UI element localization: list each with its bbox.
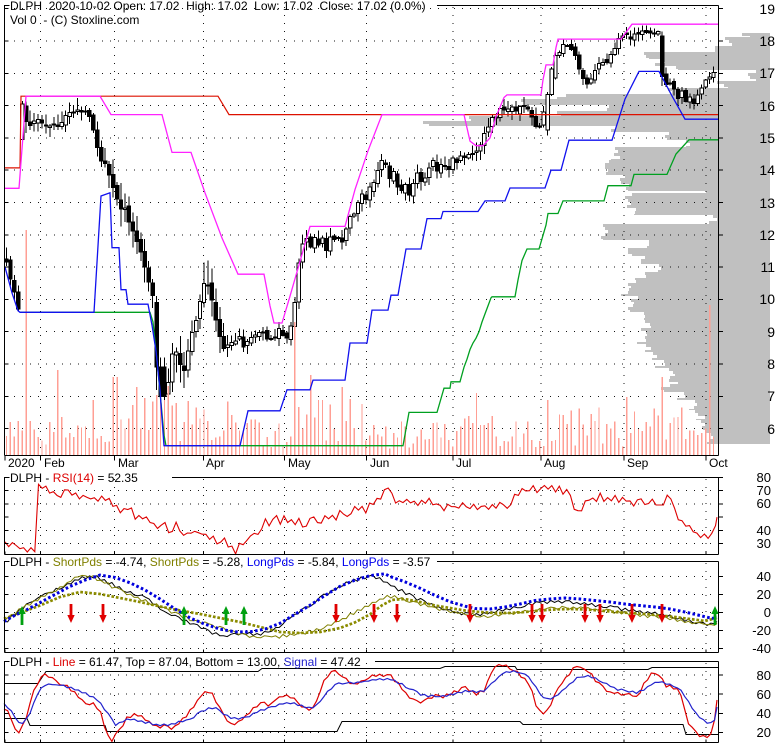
svg-text:Jun: Jun xyxy=(370,456,389,470)
svg-text:7: 7 xyxy=(767,388,775,404)
svg-text:80: 80 xyxy=(757,470,771,485)
svg-text:13: 13 xyxy=(759,195,775,211)
svg-text:DLPH 2020-10-02 Open: 17.02: DLPH 2020-10-02 Open: 17.02 High: 17.02 … xyxy=(10,0,426,13)
svg-text:19: 19 xyxy=(759,1,775,17)
svg-text:20: 20 xyxy=(757,725,771,740)
svg-text:Vol 0 - (C) Stoxline.com: Vol 0 - (C) Stoxline.com xyxy=(10,13,139,27)
svg-text:30: 30 xyxy=(757,536,771,551)
svg-text:Feb: Feb xyxy=(44,456,65,470)
svg-text:11: 11 xyxy=(760,259,775,275)
svg-text:40: 40 xyxy=(757,523,771,538)
svg-text:DLPH - Line = 61.47, Top = 87.: DLPH - Line = 61.47, Top = 87.04, Bottom… xyxy=(10,655,361,669)
svg-text:Aug: Aug xyxy=(544,456,565,470)
svg-text:Apr: Apr xyxy=(206,456,225,470)
svg-text:40: 40 xyxy=(757,706,771,721)
svg-text:60: 60 xyxy=(757,687,771,702)
svg-text:18: 18 xyxy=(759,33,775,49)
svg-text:Sep: Sep xyxy=(627,456,649,470)
svg-text:16: 16 xyxy=(759,98,775,114)
svg-text:DLPH - ShortPds = -4.74, Short: DLPH - ShortPds = -4.74, ShortPds = -5.2… xyxy=(10,555,431,569)
svg-text:May: May xyxy=(288,456,311,470)
svg-text:-40: -40 xyxy=(752,641,771,656)
svg-text:Jul: Jul xyxy=(456,456,471,470)
svg-text:-20: -20 xyxy=(752,623,771,638)
svg-text:Oct: Oct xyxy=(709,456,728,470)
svg-text:70: 70 xyxy=(757,483,771,498)
svg-text:10: 10 xyxy=(759,291,775,307)
svg-text:14: 14 xyxy=(759,162,775,178)
svg-text:2020: 2020 xyxy=(8,456,35,470)
svg-text:DLPH - RSI(14) = 52.35: DLPH - RSI(14) = 52.35 xyxy=(10,471,138,485)
svg-text:20: 20 xyxy=(757,587,771,602)
svg-text:80: 80 xyxy=(757,668,771,683)
svg-text:40: 40 xyxy=(757,569,771,584)
svg-text:12: 12 xyxy=(759,227,775,243)
svg-text:0: 0 xyxy=(764,605,771,620)
svg-text:8: 8 xyxy=(767,356,775,372)
svg-text:15: 15 xyxy=(759,130,775,146)
svg-text:17: 17 xyxy=(759,65,775,81)
svg-text:9: 9 xyxy=(767,324,775,340)
svg-text:Mar: Mar xyxy=(118,456,139,470)
svg-text:6: 6 xyxy=(767,421,775,437)
svg-text:60: 60 xyxy=(757,496,771,511)
